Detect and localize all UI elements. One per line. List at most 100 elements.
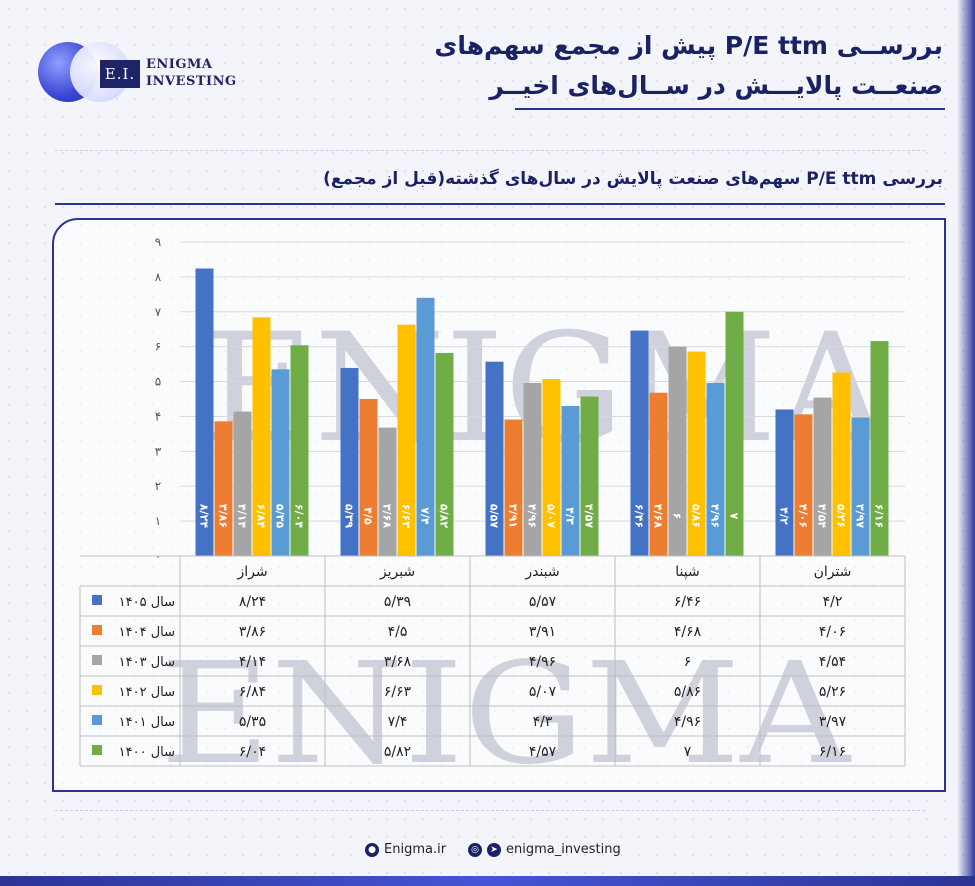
- table-cell: ۳/۹۷: [819, 714, 847, 730]
- telegram-icon: ➤: [487, 842, 501, 857]
- bar: [813, 397, 832, 556]
- y-tick-label: ۸: [155, 270, 162, 284]
- table-cell: ۵/۰۷: [529, 684, 557, 700]
- bar: [271, 369, 290, 556]
- table-cell: ۴/۹۶: [674, 714, 701, 730]
- bar-value-label: ۴/۶۸: [652, 504, 665, 528]
- bar-value-label: ۵/۳۹: [343, 504, 356, 528]
- page-title: بررســی P/E ttm پیش از مجمع سهم‌های صنعـ…: [383, 26, 943, 106]
- bar: [340, 367, 359, 556]
- table-cell: ۷/۴: [388, 714, 408, 730]
- bar-value-label: ۶/۶۳: [400, 504, 413, 528]
- bar-value-label: ۳/۶۸: [381, 504, 394, 528]
- legend-label: سال ۱۴۰۱: [119, 715, 175, 730]
- bar-value-label: ۴/۵۴: [816, 504, 829, 528]
- bar: [794, 414, 813, 556]
- logo-mark: E.I.: [100, 60, 140, 88]
- bar-value-label: ۴/۱۴: [236, 504, 249, 528]
- table-cell: ۴/۹۶: [529, 654, 556, 670]
- bar: [523, 382, 542, 556]
- bar-value-label: ۳/۹۱: [507, 504, 520, 528]
- title-underline: [515, 108, 945, 110]
- bar: [832, 372, 851, 556]
- category-label: شپنا: [675, 564, 699, 580]
- bar-value-label: ۵/۸۲: [438, 504, 451, 528]
- bar: [416, 297, 435, 556]
- table-cell: ۷: [684, 744, 692, 760]
- table-cell: ۸/۲۴: [239, 594, 266, 610]
- table-cell: ۶/۶۳: [384, 684, 412, 700]
- title-line1: بررســی P/E ttm پیش از مجمع سهم‌های: [434, 31, 943, 60]
- y-tick-label: ۲: [155, 479, 161, 493]
- bars: ۸/۲۴ ۳/۸۶ ۴/۱۴ ۶/۸۴ ۵/۳۵ ۶/۰۴ ۵/۳۹ ۴/۵ ۳/۶۸ ۶/۶۳ ۷…: [195, 268, 889, 556]
- footer-social[interactable]: ◎ ➤ enigma_investing: [468, 842, 621, 857]
- bar: [542, 379, 561, 556]
- bar-value-label: ۶: [671, 513, 684, 520]
- bar-value-label: ۷: [728, 513, 741, 520]
- table-cell: ۴/۰۶: [819, 624, 846, 640]
- bar: [359, 399, 378, 556]
- logo-line2: INVESTING: [146, 74, 237, 89]
- legend-swatch: [92, 685, 102, 695]
- bar: [214, 421, 233, 556]
- bar-value-label: ۸/۲۴: [198, 504, 211, 528]
- bar-value-label: ۳/۸۶: [217, 504, 230, 528]
- legend-swatch: [92, 715, 102, 725]
- table-cell: ۶/۱۶: [819, 744, 846, 760]
- bar-value-label: ۵/۳۵: [274, 504, 287, 528]
- bar: [775, 409, 794, 556]
- bar-value-label: ۶/۱۶: [873, 504, 886, 528]
- table-cell: ۶: [684, 654, 692, 670]
- bar-value-label: ۶/۰۴: [293, 504, 306, 528]
- right-edge-band: [957, 0, 975, 886]
- bar-value-label: ۴/۹۶: [709, 504, 722, 528]
- table-cell: ۶/۸۴: [239, 684, 266, 700]
- bar: [668, 346, 687, 556]
- bar-value-label: ۴/۹۶: [526, 504, 539, 528]
- y-tick-label: ۴: [155, 409, 161, 423]
- legend-label: سال ۱۴۰۵: [119, 595, 175, 610]
- dashed-divider-top: [55, 150, 925, 151]
- bar: [706, 382, 725, 556]
- table-cell: ۳/۶۸: [384, 654, 412, 670]
- bar: [851, 417, 870, 556]
- bar: [485, 361, 504, 556]
- title-line2: صنعــت پالایـــش در ســال‌های اخیــر: [489, 71, 943, 100]
- globe-icon: ●: [365, 842, 379, 857]
- table-cell: ۵/۳۹: [384, 594, 411, 610]
- bar: [649, 392, 668, 556]
- table-cell: ۴/۲: [823, 594, 843, 610]
- legend-swatch: [92, 595, 102, 605]
- y-tick-label: ۶: [155, 340, 161, 354]
- footer-site[interactable]: ● Enigma.ir: [365, 842, 446, 857]
- logo-name: ENIGMA INVESTING: [146, 56, 237, 90]
- social-handle[interactable]: enigma_investing: [506, 842, 621, 857]
- bar: [397, 324, 416, 556]
- legend-label: سال ۱۴۰۰: [119, 745, 175, 760]
- table-cell: ۵/۳۵: [239, 714, 266, 730]
- bar: [195, 268, 214, 556]
- bar: [504, 419, 523, 556]
- bar-value-label: ۵/۲۶: [835, 504, 848, 528]
- watermark-text: ENIGMA: [160, 633, 852, 796]
- legend-label: سال ۱۴۰۴: [119, 625, 175, 640]
- bar: [630, 330, 649, 556]
- bar: [378, 427, 397, 556]
- bar-value-label: ۴/۵: [362, 507, 375, 525]
- y-tick-label: ۷: [155, 305, 162, 319]
- legend-swatch: [92, 625, 102, 635]
- table-cell: ۳/۹۱: [529, 624, 556, 640]
- bar: [561, 405, 580, 556]
- category-label: شبریز: [379, 564, 415, 580]
- bar: [870, 341, 889, 556]
- table-cell: ۴/۱۴: [239, 654, 266, 670]
- bar: [290, 345, 309, 556]
- bar: [580, 396, 599, 556]
- y-tick-label: ۵: [155, 375, 161, 389]
- table-cell: ۴/۵۷: [529, 744, 557, 760]
- bar: [725, 311, 744, 556]
- site-link[interactable]: Enigma.ir: [384, 842, 447, 857]
- bar: [435, 352, 454, 556]
